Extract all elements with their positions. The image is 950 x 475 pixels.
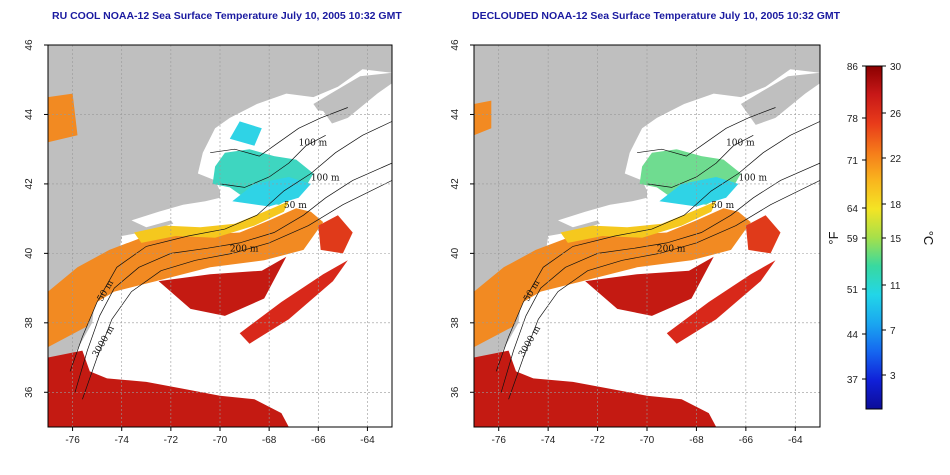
bathymetry-contour <box>508 180 820 400</box>
gulf-stream-water <box>474 350 717 427</box>
colorbar-f-label: 71 <box>847 156 859 167</box>
y-tick-label: 38 <box>24 317 35 329</box>
cloud-gap <box>664 111 751 153</box>
warm-filament-water <box>666 260 776 344</box>
colorbar-f-label: 44 <box>847 330 859 341</box>
cloud-cover <box>229 107 338 153</box>
warm-shelf-water <box>48 208 324 348</box>
colorbar-c-label: 26 <box>890 109 902 120</box>
cool-shelf-water <box>232 177 311 207</box>
colorbar-f-label: 78 <box>847 114 859 125</box>
x-tick-label: -64 <box>360 435 375 446</box>
warm-eddy-water <box>158 256 287 316</box>
colorbar-c-label: 30 <box>890 62 902 73</box>
land-mass <box>474 45 820 427</box>
x-tick-label: -74 <box>541 435 556 446</box>
y-tick-label: 44 <box>24 108 35 120</box>
y-tick-label: 44 <box>450 108 461 120</box>
warm-filament-water <box>239 260 348 344</box>
x-tick-label: -72 <box>590 435 605 446</box>
y-tick-label: 42 <box>24 178 35 190</box>
celsius-unit-label: °C <box>921 231 936 246</box>
fahrenheit-unit-label: °F <box>826 231 841 244</box>
right-panel-title: DECLOUDED NOAA-12 Sea Surface Temperatur… <box>472 10 841 22</box>
shelf-front-water <box>560 201 717 243</box>
colorbar-c-label: 15 <box>890 234 902 245</box>
x-tick-label: -70 <box>213 435 228 446</box>
northern-orange-patch <box>474 100 492 136</box>
warm-shelf-water <box>474 208 751 348</box>
y-tick-label: 38 <box>450 317 461 329</box>
y-tick-label: 42 <box>450 178 461 190</box>
bathymetry-contour <box>69 121 392 372</box>
y-tick-label: 36 <box>450 386 461 398</box>
eastern-warm-eddy <box>745 215 781 254</box>
colorbar-c-label: 22 <box>890 154 902 165</box>
bathymetry-contour <box>500 162 820 393</box>
colorbar-c-label: 11 <box>890 281 901 292</box>
colorbar-f-label: 59 <box>847 234 859 245</box>
warm-eddy-water <box>585 256 714 316</box>
x-tick-label: -66 <box>739 435 754 446</box>
contour-label: 200 m <box>657 245 686 255</box>
cold-coastal-patch <box>229 121 262 146</box>
x-tick-label: -70 <box>640 435 655 446</box>
bathymetry-contour <box>82 180 392 400</box>
y-tick-label: 46 <box>450 39 461 51</box>
x-tick-label: -68 <box>689 435 704 446</box>
x-tick-label: -66 <box>311 435 326 446</box>
colorbar-c-label: 7 <box>890 326 896 337</box>
x-tick-label: -72 <box>164 435 179 446</box>
contour-label: 100 m <box>311 173 340 183</box>
nova-scotia-land <box>313 72 392 125</box>
colorbar-c-label: 3 <box>890 371 896 382</box>
land-mass <box>48 45 392 427</box>
shelf-front-water <box>134 201 289 243</box>
y-tick-label: 46 <box>24 39 35 51</box>
bathymetry-contour <box>219 134 326 188</box>
bathymetry-contour <box>637 107 776 157</box>
y-tick-label: 40 <box>24 247 35 259</box>
x-tick-label: -74 <box>114 435 129 446</box>
contour-label: 100 m <box>299 139 328 149</box>
y-tick-label: 36 <box>24 386 35 398</box>
colorbar-f-label: 64 <box>847 204 859 215</box>
contour-label: 50 m <box>284 201 307 211</box>
x-tick-label: -76 <box>65 435 80 446</box>
colorbar-f-label: 37 <box>847 375 859 386</box>
contour-label: 100 m <box>726 139 755 149</box>
left-panel-title: RU COOL NOAA-12 Sea Surface Temperature … <box>52 10 402 22</box>
colorbar-c-label: 18 <box>890 200 902 211</box>
colorbar-f-label: 86 <box>847 62 859 73</box>
contour-label: 100 m <box>738 173 767 183</box>
eastern-warm-eddy <box>318 215 353 254</box>
contour-label: 200 m <box>230 245 259 255</box>
colorbar-f-label: 51 <box>847 285 859 296</box>
northern-orange-patch <box>48 93 78 143</box>
gulf-stream-water <box>48 350 289 427</box>
bathymetry-contour <box>646 134 754 188</box>
x-tick-label: -64 <box>788 435 803 446</box>
bathymetry-contour <box>74 162 392 393</box>
bathymetry-contour <box>495 121 820 372</box>
x-tick-label: -76 <box>491 435 506 446</box>
colorbar-gradient <box>865 65 883 410</box>
contour-label: 50 m <box>711 201 734 211</box>
y-tick-label: 40 <box>450 247 461 259</box>
nova-scotia-land <box>740 72 820 125</box>
cool-shelf-water <box>659 177 739 207</box>
x-tick-label: -68 <box>262 435 277 446</box>
bathymetry-contour <box>210 107 348 157</box>
